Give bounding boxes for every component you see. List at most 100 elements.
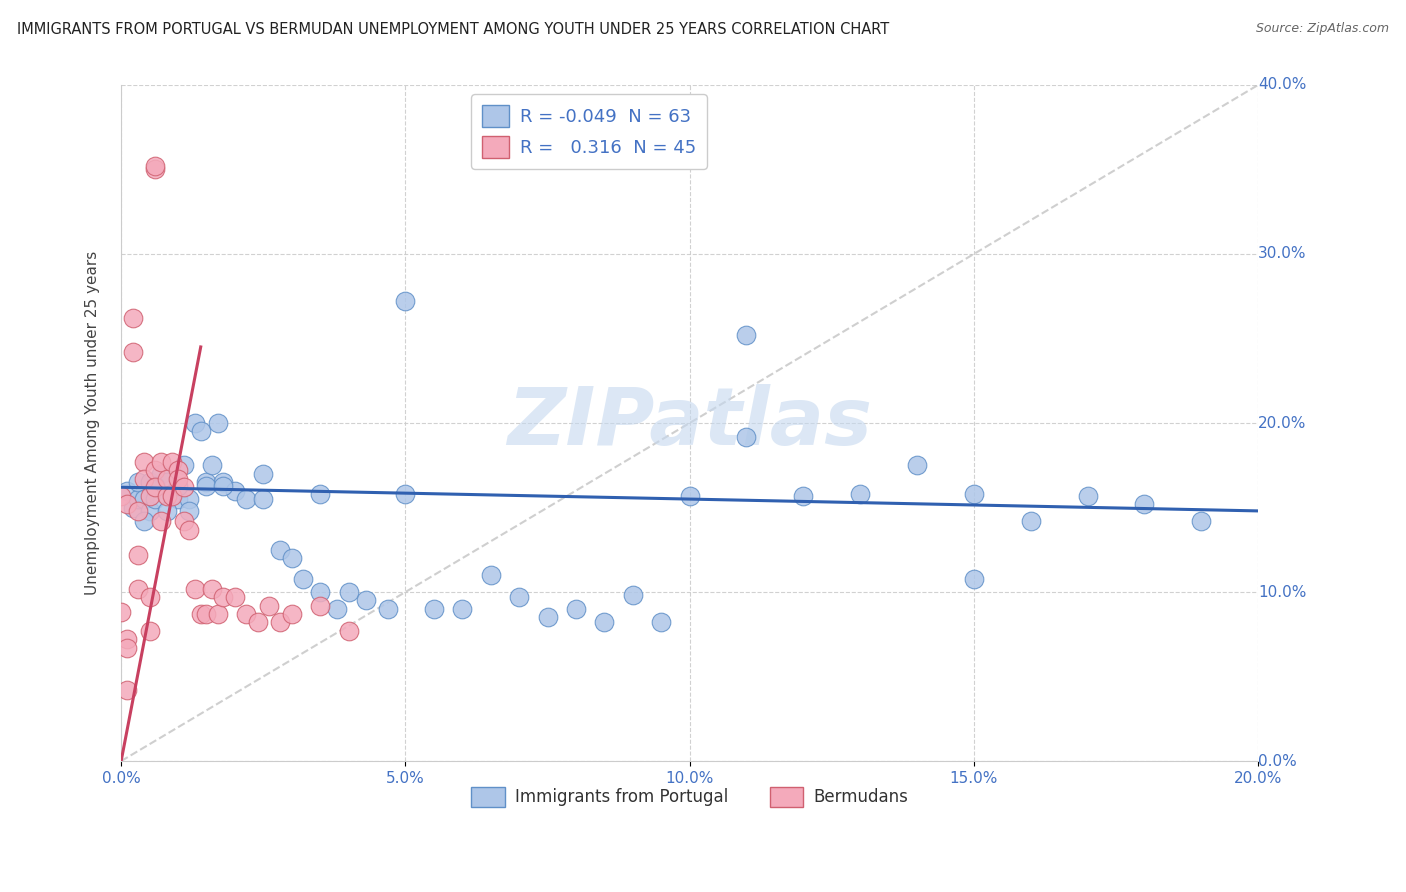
Point	[508, 590, 530, 604]
Point	[132, 514, 155, 528]
Point	[190, 607, 212, 621]
Point	[121, 500, 143, 515]
Point	[224, 483, 246, 498]
Point	[138, 590, 160, 604]
Point	[143, 492, 166, 507]
Point	[280, 551, 302, 566]
Point	[678, 489, 700, 503]
Point	[173, 480, 195, 494]
Point	[565, 602, 588, 616]
Point	[337, 624, 360, 638]
Point	[235, 492, 257, 507]
Point	[138, 489, 160, 503]
Point	[184, 416, 207, 430]
Text: 20.0%: 20.0%	[1258, 416, 1306, 431]
Point	[127, 548, 149, 562]
Point	[167, 472, 190, 486]
Point	[309, 599, 332, 613]
Point	[212, 590, 235, 604]
Point	[149, 467, 172, 481]
Point	[121, 311, 143, 326]
Point	[156, 475, 179, 490]
Point	[149, 455, 172, 469]
Point	[309, 487, 332, 501]
Text: ZIPatlas: ZIPatlas	[508, 384, 872, 462]
Point	[110, 489, 132, 503]
Point	[235, 607, 257, 621]
Point	[735, 328, 758, 343]
Text: IMMIGRANTS FROM PORTUGAL VS BERMUDAN UNEMPLOYMENT AMONG YOUTH UNDER 25 YEARS COR: IMMIGRANTS FROM PORTUGAL VS BERMUDAN UNE…	[17, 22, 889, 37]
Point	[167, 463, 190, 477]
Point	[451, 602, 474, 616]
Point	[132, 455, 155, 469]
Point	[115, 632, 138, 647]
Point	[650, 615, 672, 630]
Point	[143, 478, 166, 492]
Point	[212, 478, 235, 492]
Point	[621, 589, 644, 603]
Point	[394, 487, 416, 501]
Point	[195, 475, 218, 490]
Point	[127, 475, 149, 490]
Point	[257, 599, 280, 613]
Point	[143, 463, 166, 477]
Point	[326, 602, 349, 616]
Point	[115, 497, 138, 511]
Text: 0.0%: 0.0%	[1258, 754, 1296, 769]
Point	[252, 467, 274, 481]
Point	[127, 582, 149, 596]
Point	[121, 345, 143, 359]
Point	[377, 602, 399, 616]
Point	[156, 472, 179, 486]
Point	[162, 489, 184, 503]
Point	[132, 492, 155, 507]
Point	[173, 514, 195, 528]
Point	[1189, 514, 1212, 528]
Point	[269, 542, 291, 557]
Point	[479, 568, 502, 582]
Point	[252, 492, 274, 507]
Point	[179, 492, 201, 507]
Point	[138, 475, 160, 490]
Point	[269, 615, 291, 630]
Point	[143, 159, 166, 173]
Point	[212, 475, 235, 490]
Point	[905, 458, 928, 473]
Point	[849, 487, 872, 501]
Point	[792, 489, 814, 503]
Point	[224, 590, 246, 604]
Point	[115, 483, 138, 498]
Point	[179, 504, 201, 518]
Point	[280, 607, 302, 621]
Y-axis label: Unemployment Among Youth under 25 years: Unemployment Among Youth under 25 years	[86, 251, 100, 595]
Point	[138, 504, 160, 518]
Point	[337, 585, 360, 599]
Point	[162, 455, 184, 469]
Point	[184, 582, 207, 596]
Point	[149, 514, 172, 528]
Point	[593, 615, 616, 630]
Point	[207, 607, 229, 621]
Point	[115, 683, 138, 698]
Point	[201, 458, 224, 473]
Point	[127, 504, 149, 518]
Text: 40.0%: 40.0%	[1258, 78, 1306, 93]
Point	[173, 458, 195, 473]
Point	[143, 480, 166, 494]
Point	[309, 585, 332, 599]
Point	[156, 489, 179, 503]
Point	[207, 416, 229, 430]
Point	[115, 640, 138, 655]
Text: 30.0%: 30.0%	[1258, 246, 1306, 261]
Point	[423, 602, 446, 616]
Point	[143, 162, 166, 177]
Point	[127, 492, 149, 507]
Point	[179, 523, 201, 537]
Point	[167, 478, 190, 492]
Point	[138, 624, 160, 638]
Point	[246, 615, 269, 630]
Point	[1019, 514, 1042, 528]
Point	[156, 504, 179, 518]
Point	[162, 487, 184, 501]
Point	[963, 487, 986, 501]
